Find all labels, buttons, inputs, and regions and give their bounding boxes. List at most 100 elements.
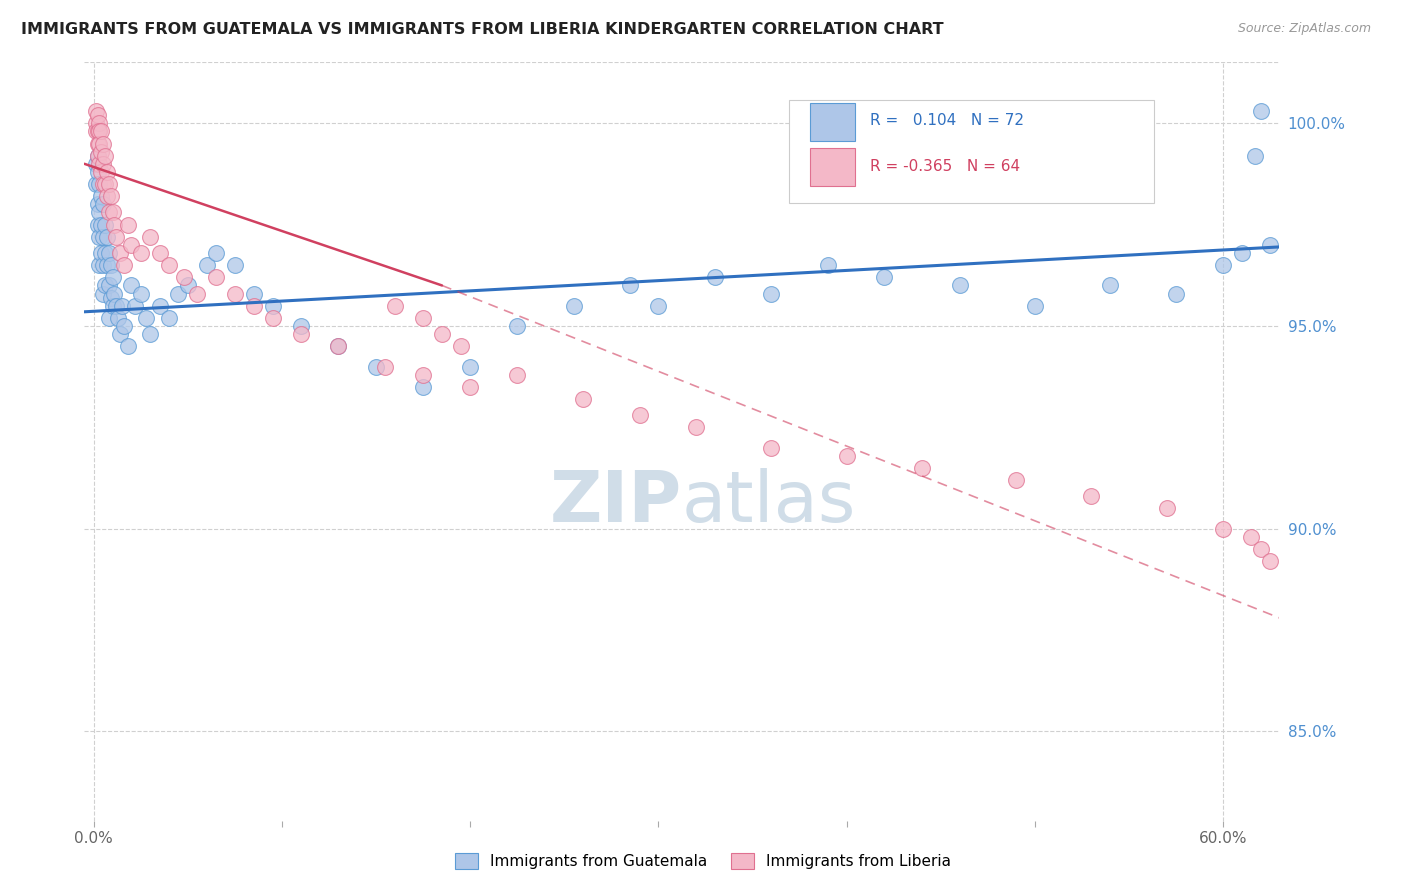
Point <box>86 149 108 163</box>
Point <box>89 157 111 171</box>
Point <box>96 229 118 244</box>
Text: Source: ZipAtlas.com: Source: ZipAtlas.com <box>1237 22 1371 36</box>
Point <box>89 205 111 219</box>
Point <box>97 278 120 293</box>
Point <box>1250 541 1272 556</box>
Point <box>111 299 134 313</box>
Point <box>458 380 481 394</box>
Point <box>430 327 453 342</box>
Point <box>412 368 434 382</box>
Point <box>1240 530 1263 544</box>
Point <box>139 327 162 342</box>
Point <box>105 229 128 244</box>
Point <box>1230 246 1253 260</box>
Point <box>1164 286 1187 301</box>
Point <box>91 157 114 171</box>
Point <box>112 258 135 272</box>
Point <box>1212 258 1234 272</box>
Point <box>84 104 107 119</box>
Point <box>1212 522 1234 536</box>
Point <box>86 218 108 232</box>
Point <box>628 408 651 422</box>
Point <box>384 299 406 313</box>
Point <box>117 339 139 353</box>
FancyBboxPatch shape <box>810 103 855 141</box>
Point <box>97 246 120 260</box>
Point <box>90 246 112 260</box>
Point <box>1005 473 1028 487</box>
Point <box>89 229 111 244</box>
Point <box>101 205 124 219</box>
Point <box>89 124 111 138</box>
Point <box>242 286 264 301</box>
Point <box>948 278 970 293</box>
Point <box>157 310 180 325</box>
Legend: Immigrants from Guatemala, Immigrants from Liberia: Immigrants from Guatemala, Immigrants fr… <box>449 847 957 875</box>
Point <box>91 286 114 301</box>
Point <box>89 258 111 272</box>
Point <box>619 278 641 293</box>
Point <box>89 116 111 130</box>
Point <box>91 177 114 191</box>
Text: atlas: atlas <box>682 467 856 537</box>
Point <box>135 310 157 325</box>
Point <box>1250 104 1272 119</box>
Point <box>364 359 387 374</box>
Point <box>120 278 142 293</box>
Point <box>94 278 117 293</box>
Point <box>112 318 135 333</box>
Point <box>562 299 585 313</box>
Point <box>84 116 107 130</box>
Point <box>647 299 669 313</box>
Point <box>1156 501 1178 516</box>
Point <box>149 299 172 313</box>
Point <box>685 420 707 434</box>
Point <box>167 286 190 301</box>
Point <box>139 229 162 244</box>
Point <box>1080 489 1102 503</box>
Point <box>328 339 350 353</box>
Point <box>91 136 114 151</box>
Point <box>761 286 783 301</box>
Point <box>90 189 112 203</box>
Text: R = -0.365   N = 64: R = -0.365 N = 64 <box>869 159 1019 174</box>
Point <box>91 258 114 272</box>
Point <box>1244 149 1267 163</box>
Point <box>91 197 114 211</box>
Point <box>761 441 783 455</box>
Point <box>1099 278 1122 293</box>
Point <box>86 124 108 138</box>
Text: R =   0.104   N = 72: R = 0.104 N = 72 <box>869 113 1024 128</box>
Point <box>86 165 108 179</box>
Point <box>506 368 529 382</box>
Point <box>94 218 117 232</box>
Point <box>290 318 312 333</box>
Point <box>911 461 934 475</box>
Point <box>1258 554 1281 568</box>
Point <box>97 177 120 191</box>
Point <box>108 246 131 260</box>
Point <box>94 177 117 191</box>
Point <box>90 145 112 159</box>
Point <box>97 205 120 219</box>
Point <box>86 136 108 151</box>
Text: IMMIGRANTS FROM GUATEMALA VS IMMIGRANTS FROM LIBERIA KINDERGARTEN CORRELATION CH: IMMIGRANTS FROM GUATEMALA VS IMMIGRANTS … <box>21 22 943 37</box>
Point <box>262 299 284 313</box>
Point <box>186 286 208 301</box>
Point <box>817 258 839 272</box>
Point <box>412 310 434 325</box>
Point <box>96 165 118 179</box>
Point <box>84 124 107 138</box>
Text: ZIP: ZIP <box>550 467 682 537</box>
Point <box>1258 238 1281 252</box>
Point <box>103 286 125 301</box>
Point <box>86 108 108 122</box>
Point <box>94 246 117 260</box>
Point <box>129 246 152 260</box>
Point <box>129 286 152 301</box>
Point <box>86 149 108 163</box>
Point <box>157 258 180 272</box>
Point <box>107 310 129 325</box>
Point <box>86 197 108 211</box>
Point <box>173 270 195 285</box>
